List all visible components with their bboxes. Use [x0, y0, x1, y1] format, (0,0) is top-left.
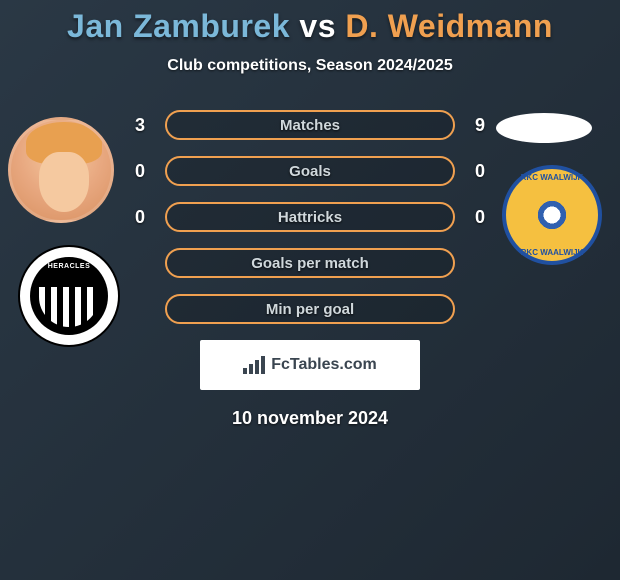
- club-badge-rkc: RKC WAALWIJK RKC WAALWIJK: [502, 165, 602, 265]
- club-badge-heracles: HERACLES: [18, 245, 120, 347]
- stat-left-value: 3: [135, 115, 165, 136]
- comparison-title: Jan Zamburek vs D. Weidmann: [0, 0, 620, 45]
- stat-bar: Goals: [165, 156, 455, 186]
- icon-bar: [249, 364, 253, 374]
- stat-label: Min per goal: [266, 301, 354, 318]
- subtitle: Club competitions, Season 2024/2025: [0, 57, 620, 75]
- stat-bar: Hattricks: [165, 202, 455, 232]
- chart-bars-icon: [243, 356, 265, 374]
- date-text: 10 november 2024: [0, 408, 620, 429]
- stat-row: 0 Goals 0: [135, 156, 485, 186]
- stat-label: Hattricks: [278, 209, 342, 226]
- player1-name: Jan Zamburek: [67, 8, 290, 44]
- stat-label: Goals: [289, 163, 331, 180]
- stat-right-value: 0: [455, 161, 485, 182]
- rkc-text-top: RKC WAALWIJK: [521, 173, 584, 182]
- player1-avatar: [8, 117, 114, 223]
- player-right-container: [496, 113, 592, 143]
- club-left-container: HERACLES: [18, 245, 120, 347]
- heracles-label: HERACLES: [48, 263, 91, 270]
- stat-row: 0 Hattricks 0: [135, 202, 485, 232]
- attribution-box[interactable]: FcTables.com: [200, 340, 420, 390]
- rkc-text-bottom: RKC WAALWIJK: [521, 248, 584, 257]
- player2-name: D. Weidmann: [345, 8, 553, 44]
- vs-text: vs: [299, 8, 336, 44]
- player2-avatar-placeholder: [496, 113, 592, 143]
- content-area: HERACLES RKC WAALWIJK RKC WAALWIJK 3 Mat…: [0, 105, 620, 429]
- stat-row: Goals per match: [135, 248, 485, 278]
- rkc-ball-icon: [532, 195, 572, 235]
- icon-bar: [243, 368, 247, 374]
- heracles-stripes: [39, 287, 99, 327]
- icon-bar: [255, 360, 259, 374]
- stats-container: 3 Matches 9 0 Goals 0 0 Hattricks 0 Goal…: [135, 105, 485, 324]
- stat-bar: Min per goal: [165, 294, 455, 324]
- stat-left-value: 0: [135, 161, 165, 182]
- stat-row: Min per goal: [135, 294, 485, 324]
- stat-right-value: 9: [455, 115, 485, 136]
- player-left-container: [8, 117, 114, 223]
- stat-left-value: 0: [135, 207, 165, 228]
- stat-bar: Goals per match: [165, 248, 455, 278]
- stat-label: Matches: [280, 117, 340, 134]
- club-right-container: RKC WAALWIJK RKC WAALWIJK: [502, 165, 602, 265]
- stat-bar: Matches: [165, 110, 455, 140]
- attribution-text: FcTables.com: [271, 356, 377, 374]
- stat-label: Goals per match: [251, 255, 369, 272]
- avatar-face: [39, 152, 89, 212]
- icon-bar: [261, 356, 265, 374]
- stat-right-value: 0: [455, 207, 485, 228]
- stat-row: 3 Matches 9: [135, 110, 485, 140]
- heracles-inner: HERACLES: [30, 257, 108, 335]
